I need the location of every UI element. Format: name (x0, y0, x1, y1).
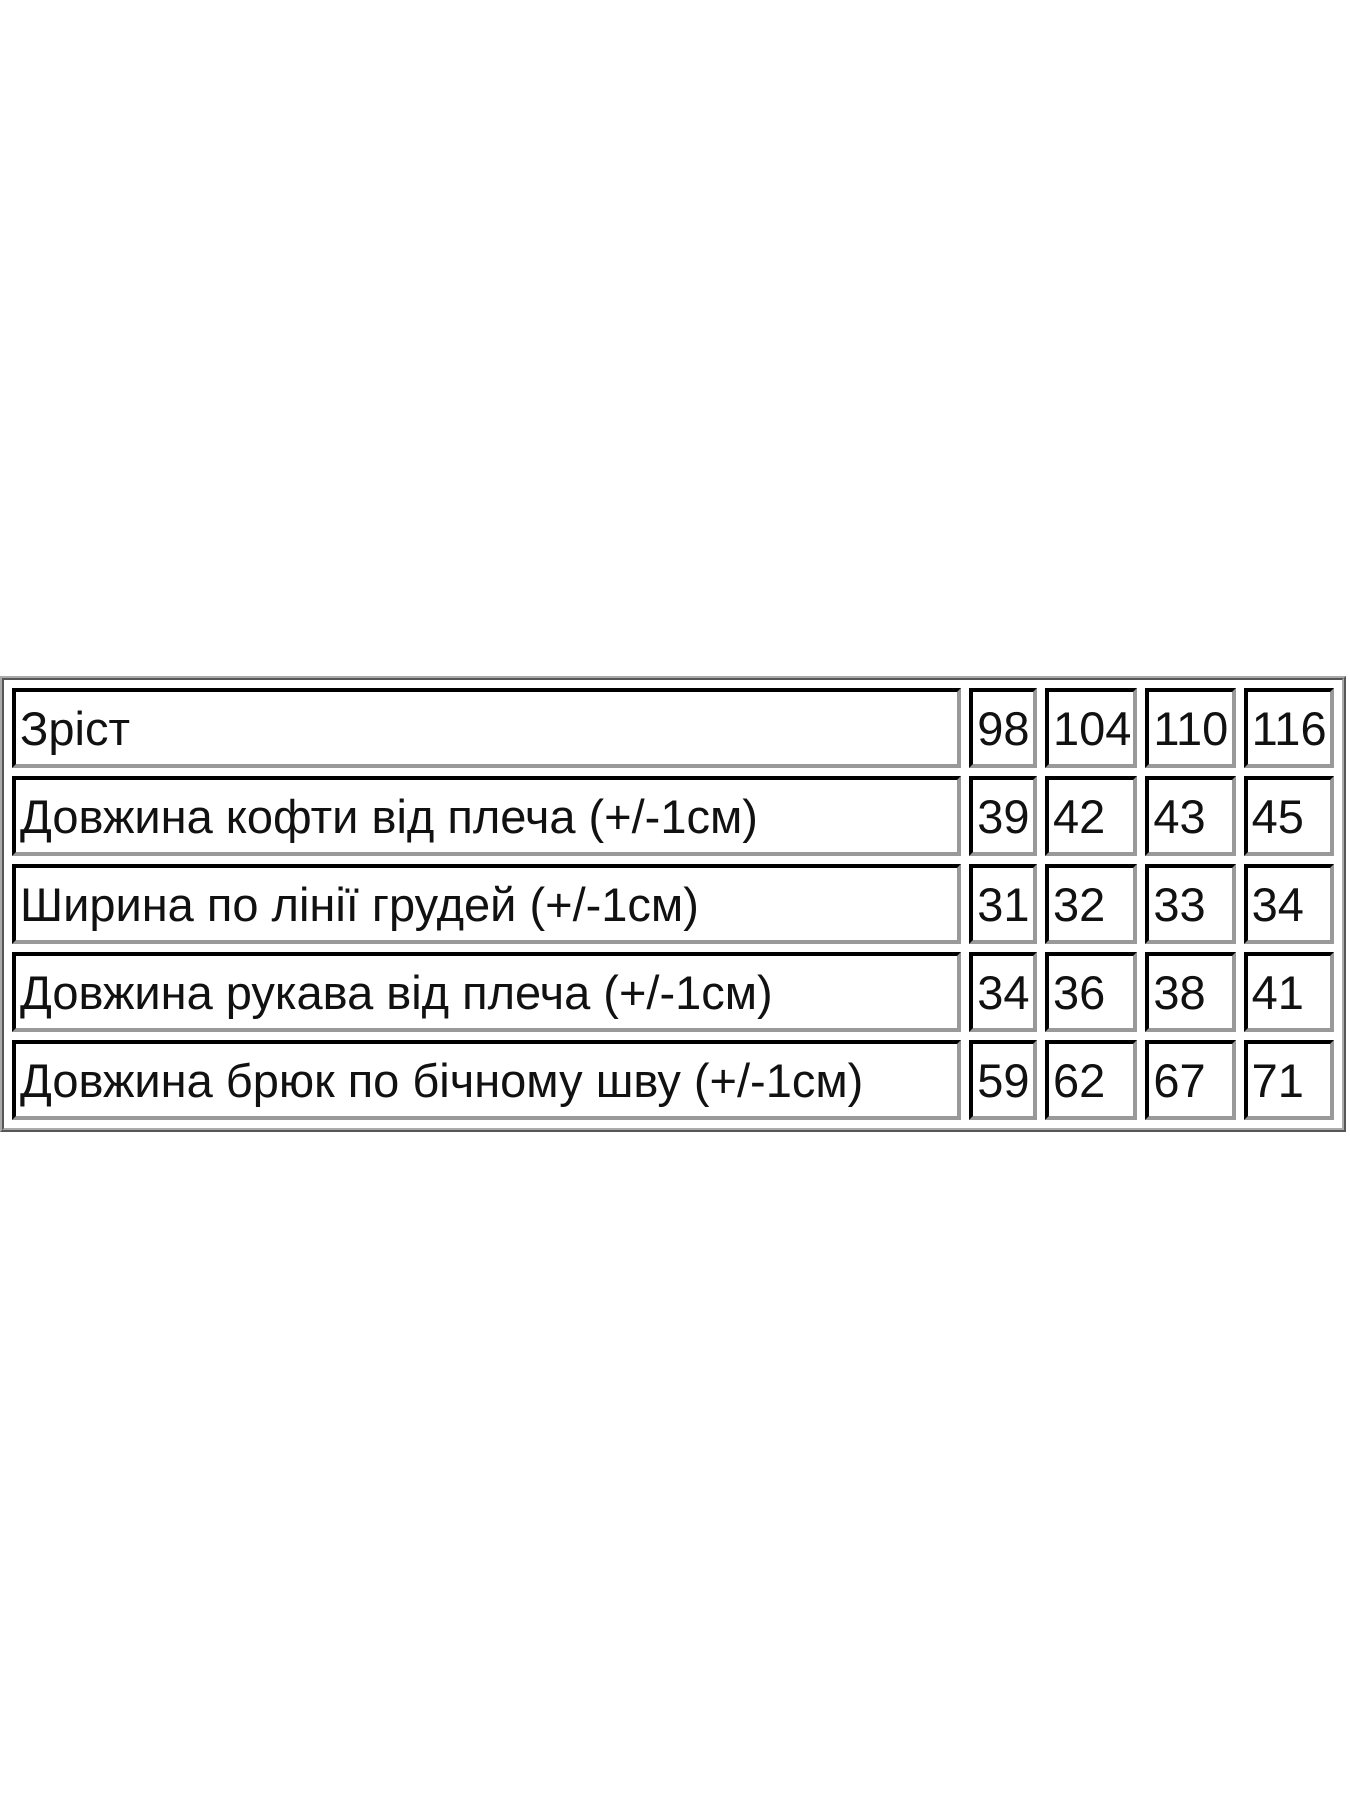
row-label: Довжина брюк по бічному шву (+/-1см) (12, 1040, 962, 1120)
measurement-cell: 42 (1045, 776, 1138, 856)
measurement-cell: 71 (1243, 1040, 1334, 1120)
size-header-cell: 104 (1045, 688, 1138, 768)
table-row: Довжина брюк по бічному шву (+/-1см) 59 62… (12, 1040, 1334, 1120)
row-label: Довжина рукава від плеча (+/-1см) (12, 952, 962, 1032)
size-header-cell: 98 (969, 688, 1037, 768)
row-label: Ширина по лінії грудей (+/-1см) (12, 864, 962, 944)
table-row: Довжина кофти від плеча (+/-1см) 39 42 43 45 (12, 776, 1334, 856)
measurement-cell: 41 (1243, 952, 1334, 1032)
table-row: Довжина рукава від плеча (+/-1см) 34 36 38 4… (12, 952, 1334, 1032)
row-label: Довжина кофти від плеча (+/-1см) (12, 776, 962, 856)
table-row: Ширина по лінії грудей (+/-1см) 31 32 33 34 (12, 864, 1334, 944)
size-header-cell: 116 (1243, 688, 1334, 768)
measurement-cell: 59 (969, 1040, 1037, 1120)
size-chart-table: Зріст 98 104 110 116 Довжина кофти від плеча … (0, 676, 1346, 1132)
measurement-cell: 34 (969, 952, 1037, 1032)
row-label: Зріст (12, 688, 962, 768)
measurement-cell: 45 (1243, 776, 1334, 856)
measurement-cell: 67 (1145, 1040, 1236, 1120)
measurement-cell: 33 (1145, 864, 1236, 944)
measurement-cell: 43 (1145, 776, 1236, 856)
header-row: Зріст 98 104 110 116 (12, 688, 1334, 768)
measurement-cell: 32 (1045, 864, 1138, 944)
measurement-cell: 36 (1045, 952, 1138, 1032)
size-header-cell: 110 (1145, 688, 1236, 768)
measurement-cell: 34 (1243, 864, 1334, 944)
measurement-cell: 62 (1045, 1040, 1138, 1120)
measurement-cell: 39 (969, 776, 1037, 856)
measurement-cell: 31 (969, 864, 1037, 944)
measurement-cell: 38 (1145, 952, 1236, 1032)
